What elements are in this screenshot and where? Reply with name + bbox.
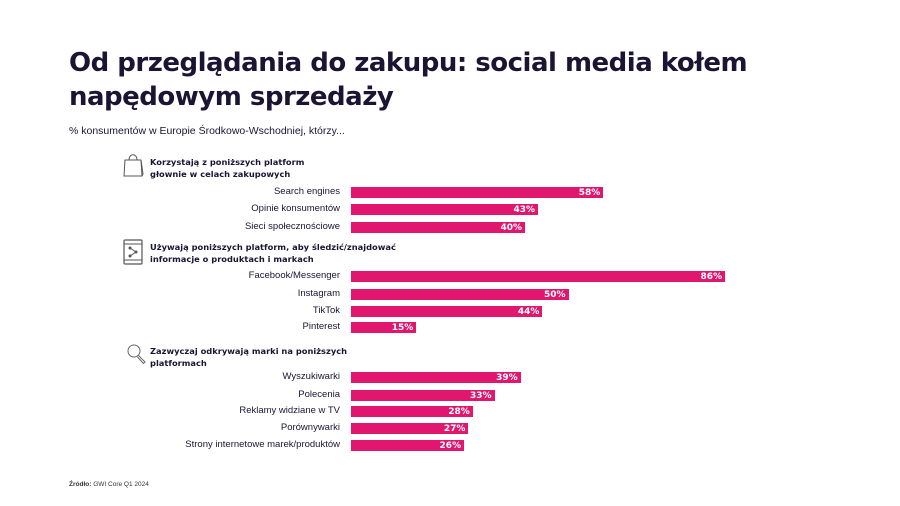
data-label: 58% [578,188,601,198]
data-label: 43% [513,205,536,215]
section-heading: Korzystają z poniższych platform głownie… [150,157,305,179]
category-label: Reklamy widziane w TV [239,405,340,416]
bar: 15% [351,322,417,333]
bar: 86% [351,271,726,282]
data-label: 50% [543,290,566,300]
bar: 26% [351,440,465,451]
category-label: Porównywarki [280,422,340,433]
data-label: 27% [443,424,466,434]
tablet-share-icon [123,239,143,265]
source-text: GWI Core Q1 2024 [93,481,149,488]
bar: 50% [351,289,569,300]
bar: 39% [351,372,521,383]
shopping-bag-icon [122,150,144,178]
category-label: Facebook/Messenger [248,270,340,281]
bar: 33% [351,390,495,401]
source-note: Źródło: GWI Core Q1 2024 [69,481,149,488]
data-label: 86% [700,272,723,282]
section-heading: Używają poniższych platform, aby śledzić… [150,242,396,264]
category-label: Polecenia [298,389,340,400]
bar: 58% [351,187,604,198]
bar: 27% [351,423,469,434]
category-label: Pinterest [302,321,341,332]
search-icon [126,343,148,365]
category-label: Instagram [297,288,340,299]
data-label: 15% [391,323,414,333]
category-label: Wyszukiwarki [282,371,340,382]
data-label: 28% [448,407,470,417]
data-label: 33% [470,391,492,401]
category-label: Sieci społecznościowe [244,221,340,232]
category-label: TikTok [312,305,340,316]
category-label: Search engines [273,186,340,197]
data-label: 40% [500,223,522,233]
page-title: Od przeglądania do zakupu: social media … [69,48,748,112]
data-label: 39% [496,373,518,383]
bar: 43% [351,204,539,215]
data-label: 44% [517,307,540,317]
data-label: 26% [439,441,462,451]
section-heading: Zazwyczaj odkrywają marki na poniższych … [150,346,348,368]
chart-subtitle: % konsumentów w Europie Środkowo-Wschodn… [69,125,345,137]
source-label: Źródło: [69,481,92,488]
bar: 28% [351,406,473,417]
bar: 40% [351,222,525,233]
category-label: Strony internetowe marek/produktów [185,439,340,450]
bar: 44% [351,306,543,317]
category-label: Opinie konsumentów [251,203,340,214]
